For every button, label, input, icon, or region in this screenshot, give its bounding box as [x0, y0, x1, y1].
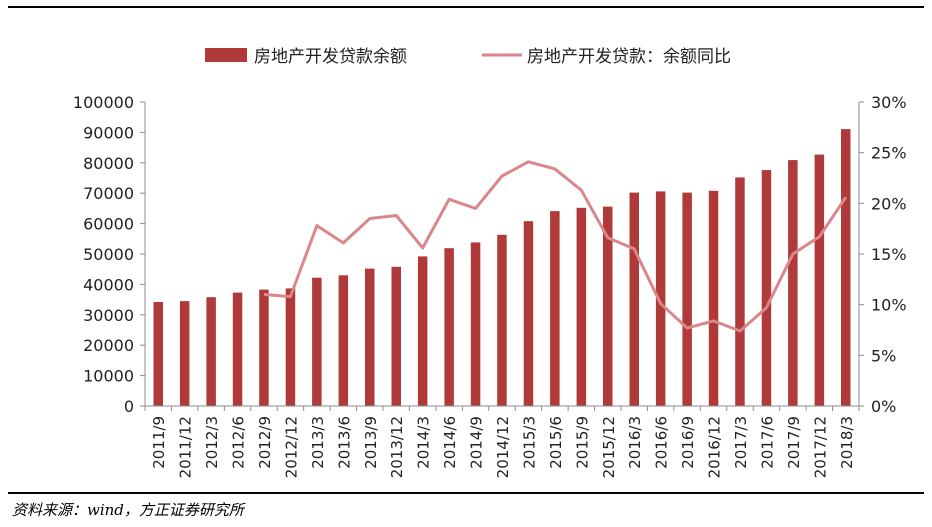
x-tick-label: 2018/3 — [838, 416, 856, 469]
top-rule — [8, 6, 924, 8]
x-tick-label: 2014/9 — [468, 416, 486, 469]
x-tick-label: 2012/12 — [282, 416, 300, 478]
bar-2017/9 — [788, 160, 798, 406]
x-tick-label: 2017/3 — [732, 416, 750, 469]
bar-2018/3 — [841, 129, 851, 406]
bar-2017/6 — [761, 170, 772, 406]
x-tick-label: 2013/3 — [309, 416, 327, 469]
x-tick-label: 2015/6 — [547, 416, 565, 469]
bar-2014/3 — [417, 256, 428, 406]
bar-2011/12 — [179, 301, 190, 406]
x-tick-label: 2017/6 — [758, 416, 776, 469]
right-tick-label: 30% — [871, 93, 907, 112]
right-tick-label: 5% — [871, 346, 896, 365]
bar-2015/12 — [603, 206, 613, 406]
bar-2016/9 — [682, 192, 692, 406]
right-tick-label: 20% — [871, 194, 907, 213]
right-tick-label: 25% — [871, 144, 907, 163]
bar-2016/6 — [655, 191, 666, 406]
left-tick-label: 100000 — [73, 93, 134, 112]
legend: 房地产开发贷款余额 房地产开发贷款：余额同比 — [205, 47, 731, 67]
x-tick-label: 2013/9 — [362, 416, 380, 469]
bottom-rule — [8, 492, 924, 494]
legend-line-label: 房地产开发贷款：余额同比 — [527, 47, 731, 67]
right-tick-label: 10% — [871, 296, 907, 315]
bar-2014/6 — [444, 248, 454, 406]
bar-2012/12 — [285, 288, 296, 406]
x-tick-label: 2016/9 — [679, 416, 697, 469]
legend-bar-label: 房地产开发贷款余额 — [254, 47, 407, 67]
x-tick-label: 2015/9 — [573, 416, 591, 469]
bar-2013/6 — [338, 275, 349, 406]
x-tick-label: 2012/9 — [256, 416, 274, 469]
x-tick-label: 2012/6 — [230, 416, 248, 469]
bar-2017/3 — [735, 177, 745, 406]
left-tick-label: 10000 — [83, 367, 134, 386]
x-tick-label: 2012/3 — [203, 416, 221, 469]
bar-2011/9 — [153, 302, 163, 406]
left-tick-label: 30000 — [83, 306, 134, 325]
bar-2013/3 — [312, 277, 322, 406]
left-tick-label: 60000 — [83, 215, 134, 234]
x-tick-label: 2013/12 — [388, 416, 406, 478]
x-tick-label: 2016/12 — [706, 416, 724, 478]
legend-bar-swatch — [205, 48, 247, 62]
x-tick-label: 2014/6 — [441, 416, 459, 469]
left-tick-label: 80000 — [83, 154, 134, 173]
x-tick-label: 2011/9 — [150, 416, 168, 469]
x-tick-label: 2017/12 — [811, 416, 829, 478]
x-tick-label: 2017/9 — [785, 416, 803, 469]
bar-2015/9 — [576, 207, 587, 406]
left-tick-label: 90000 — [83, 123, 134, 142]
right-tick-label: 15% — [871, 245, 907, 264]
x-tick-label: 2015/3 — [520, 416, 538, 469]
bar-2015/6 — [550, 211, 560, 406]
x-tick-label: 2014/12 — [494, 416, 512, 478]
bar-2013/12 — [391, 266, 401, 406]
x-tick-label: 2011/12 — [177, 416, 195, 478]
bar-2016/12 — [708, 190, 719, 406]
right-tick-label: 0% — [871, 397, 896, 416]
bar-2015/3 — [523, 221, 534, 406]
bar-2012/6 — [232, 292, 243, 406]
left-tick-label: 40000 — [83, 275, 134, 294]
bar-2014/12 — [497, 234, 507, 406]
bar-2014/9 — [470, 242, 481, 406]
source-note: 资料来源：wind，方正证券研究所 — [12, 501, 244, 519]
x-tick-label: 2015/12 — [600, 416, 618, 478]
bar-2017/12 — [814, 154, 825, 406]
bar-2012/9 — [259, 289, 269, 406]
bar-2012/3 — [206, 297, 216, 406]
x-tick-label: 2016/6 — [653, 416, 671, 469]
x-tick-label: 2013/6 — [335, 416, 353, 469]
x-tick-label: 2014/3 — [415, 416, 433, 469]
bar-2016/3 — [629, 192, 639, 406]
left-tick-label: 20000 — [83, 336, 134, 355]
left-tick-label: 50000 — [83, 245, 134, 264]
x-tick-label: 2016/3 — [626, 416, 644, 469]
bar-2013/9 — [365, 268, 375, 406]
chart: 房地产开发贷款余额 房地产开发贷款：余额同比 0 10000 20000 30000 4… — [73, 47, 907, 478]
left-tick-label: 70000 — [83, 184, 134, 203]
left-tick-label: 0 — [124, 397, 134, 416]
